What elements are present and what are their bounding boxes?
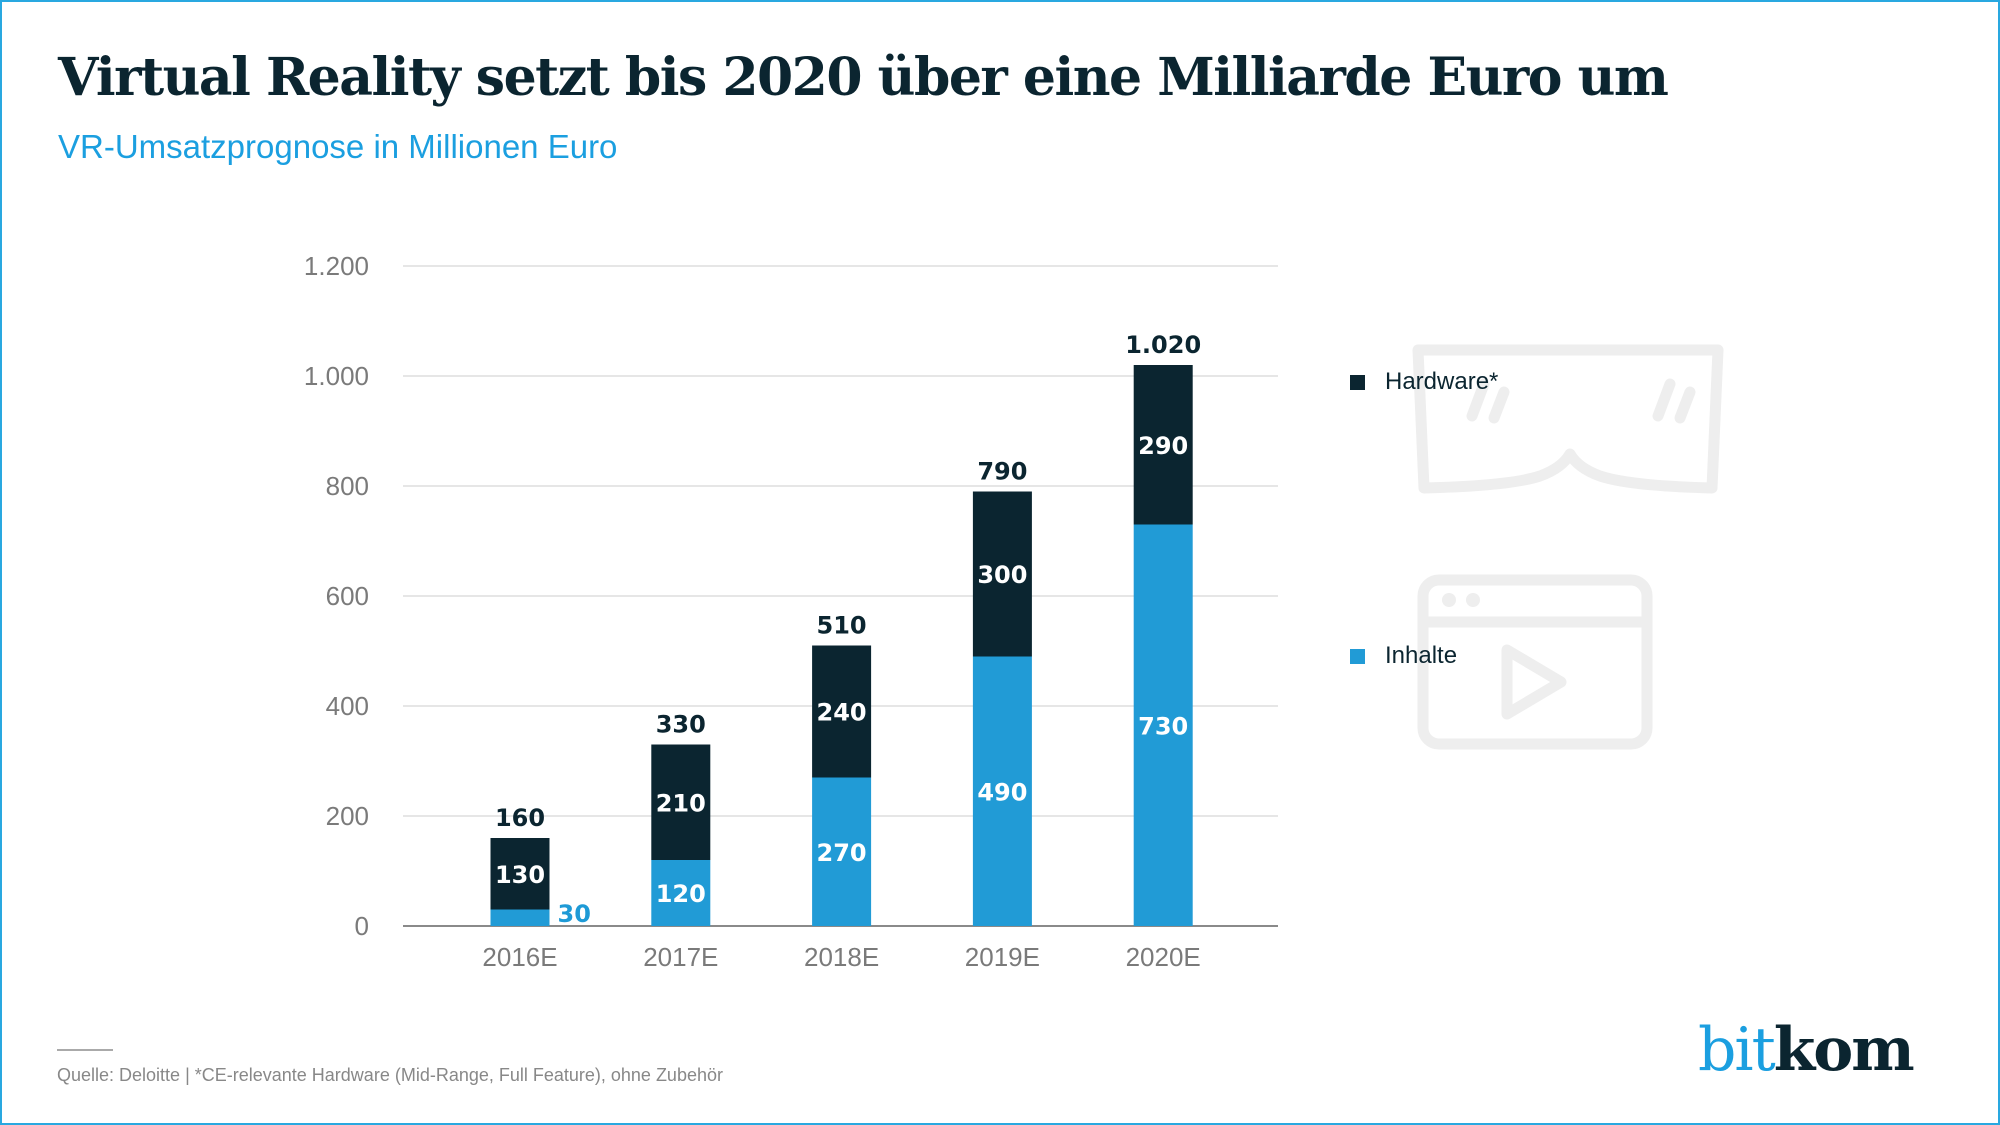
bar-segment-hardware [972,491,1032,657]
data-label-total: 330 [656,711,706,739]
footer-divider [57,1049,113,1051]
legend-label-inhalte: Inhalte [1385,642,1458,669]
y-tick-label: 1.200 [304,251,369,281]
data-label-hardware: 130 [495,861,545,889]
data-label-hardware: 210 [656,789,706,817]
chart-title: Virtual Reality setzt bis 2020 über eine… [58,47,1669,108]
bar-segment-hardware [490,838,550,910]
bar-segment-hardware [812,645,872,778]
data-label-inhalte: 120 [656,880,706,908]
bar-segment-hardware [1133,365,1193,525]
x-axis-ticks: 2016E 2017E 2018E 2019E 2020E [482,942,1200,972]
vr-goggles-icon [1412,344,1724,494]
y-tick-label: 400 [326,691,369,721]
x-tick-label: 2016E [482,942,557,972]
y-tick-label: 600 [326,581,369,611]
data-label-total: 160 [495,804,545,832]
data-label-inhalte: 490 [977,778,1027,806]
source-note: Quelle: Deloitte | *CE-relevante Hardwar… [57,1065,723,1085]
x-tick-label: 2018E [804,942,879,972]
data-label-hardware: 290 [1138,432,1188,460]
chart-subtitle: VR-Umsatzprognose in Millionen Euro [58,128,618,165]
x-tick-label: 2017E [643,942,718,972]
bar-segment-hardware [651,744,711,860]
logo-part-bit: bit [1698,1015,1776,1085]
legend-swatch-hardware [1350,374,1365,390]
data-label-inhalte: 730 [1138,712,1188,740]
video-player-icon [1417,574,1653,750]
bar-segment-inhalte [490,909,550,926]
legend-swatch-inhalte [1350,648,1365,664]
legend-item-hardware: Hardware* [1350,368,1498,396]
bars [490,365,1193,926]
bar-segment-inhalte [651,860,711,926]
data-label-total: 790 [977,458,1027,486]
bar-segment-inhalte [1133,524,1193,926]
x-tick-label: 2019E [965,942,1040,972]
x-tick-label: 2020E [1126,942,1201,972]
data-label-total: 1.020 [1125,331,1201,359]
logo-part-kom: kom [1773,1015,1915,1085]
data-label-total: 510 [817,612,867,640]
data-label-inhalte: 30 [558,900,591,928]
data-labels: 30 130 160 120 210 330 270 240 510 490 300 790 730 29… [495,331,1201,928]
bitkom-logo: bitkom [1698,1020,1915,1080]
y-tick-label: 800 [326,471,369,501]
bar-segment-inhalte [812,777,872,926]
y-tick-label: 0 [355,911,369,941]
legend-label-hardware: Hardware* [1385,368,1499,395]
bar-segment-inhalte [972,656,1032,926]
legend-item-inhalte: Inhalte [1350,642,1457,670]
y-axis-ticks: 0 200 400 600 800 1.000 1.200 [304,251,369,941]
y-tick-label: 200 [326,801,369,831]
data-label-hardware: 300 [977,561,1027,589]
data-label-hardware: 240 [817,699,867,727]
data-label-inhalte: 270 [817,839,867,867]
y-tick-label: 1.000 [304,361,369,391]
